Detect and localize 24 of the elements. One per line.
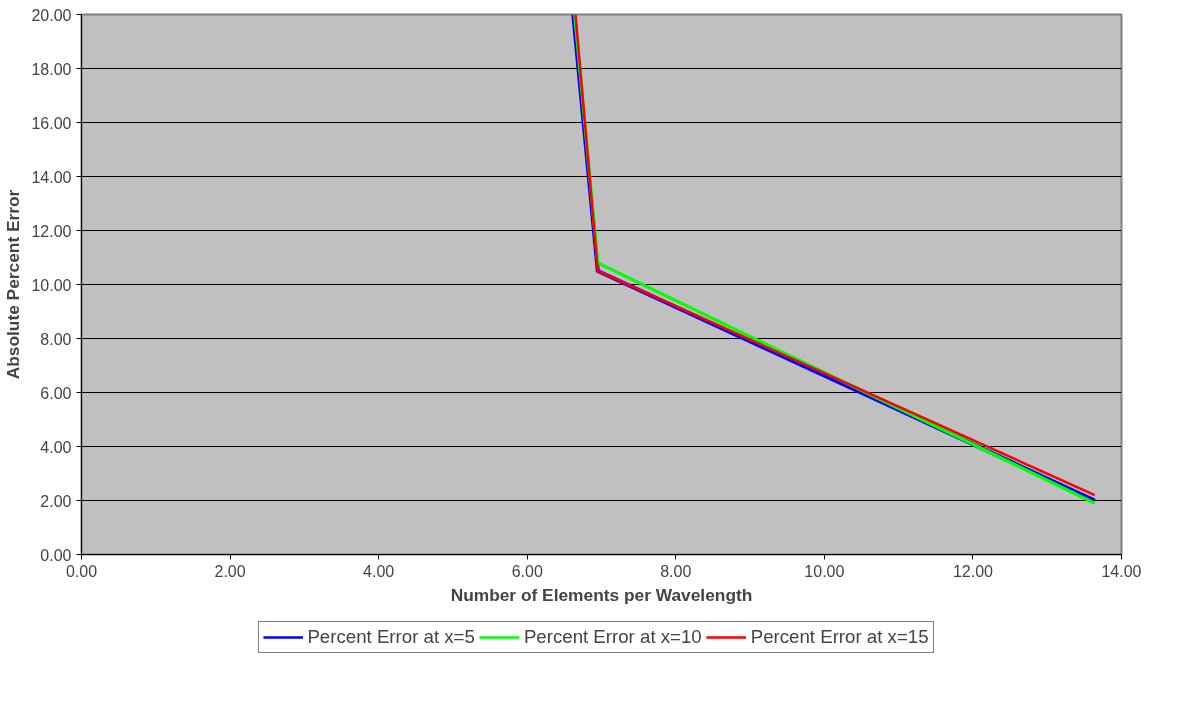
x-tick-label: 2.00 xyxy=(214,562,246,580)
y-tick-label: 2.00 xyxy=(40,492,72,510)
y-tick-label: 4.00 xyxy=(40,438,72,456)
x-tick-label: 14.00 xyxy=(1101,562,1142,580)
y-tick-label: 10.00 xyxy=(31,276,72,294)
y-tick-label: 16.00 xyxy=(31,114,72,132)
y-tick-label: 8.00 xyxy=(40,330,72,348)
x-tick-label: 6.00 xyxy=(511,562,543,580)
x-tick-label: 0.00 xyxy=(65,562,98,580)
x-tick-label: 4.00 xyxy=(363,562,395,580)
y-tick-label: 18.00 xyxy=(31,60,72,78)
y-tick-label: 20.00 xyxy=(31,6,72,24)
y-axis-title: Absolute Percent Error xyxy=(3,189,24,380)
legend-label: Percent Error at x=10 xyxy=(523,626,702,648)
y-tick-label: 6.00 xyxy=(40,384,72,402)
legend-label: Percent Error at x=5 xyxy=(307,626,475,648)
x-tick-label: 12.00 xyxy=(952,562,994,580)
y-tick-label: 12.00 xyxy=(31,222,72,240)
x-axis-title: Number of Elements per Wavelength xyxy=(450,584,753,605)
legend-label: Percent Error at x=15 xyxy=(750,626,929,648)
x-tick-label: 8.00 xyxy=(660,562,692,580)
x-tick-label: 10.00 xyxy=(804,562,845,580)
y-tick-label: 14.00 xyxy=(31,168,72,186)
y-tick-label: 0.00 xyxy=(40,546,72,564)
